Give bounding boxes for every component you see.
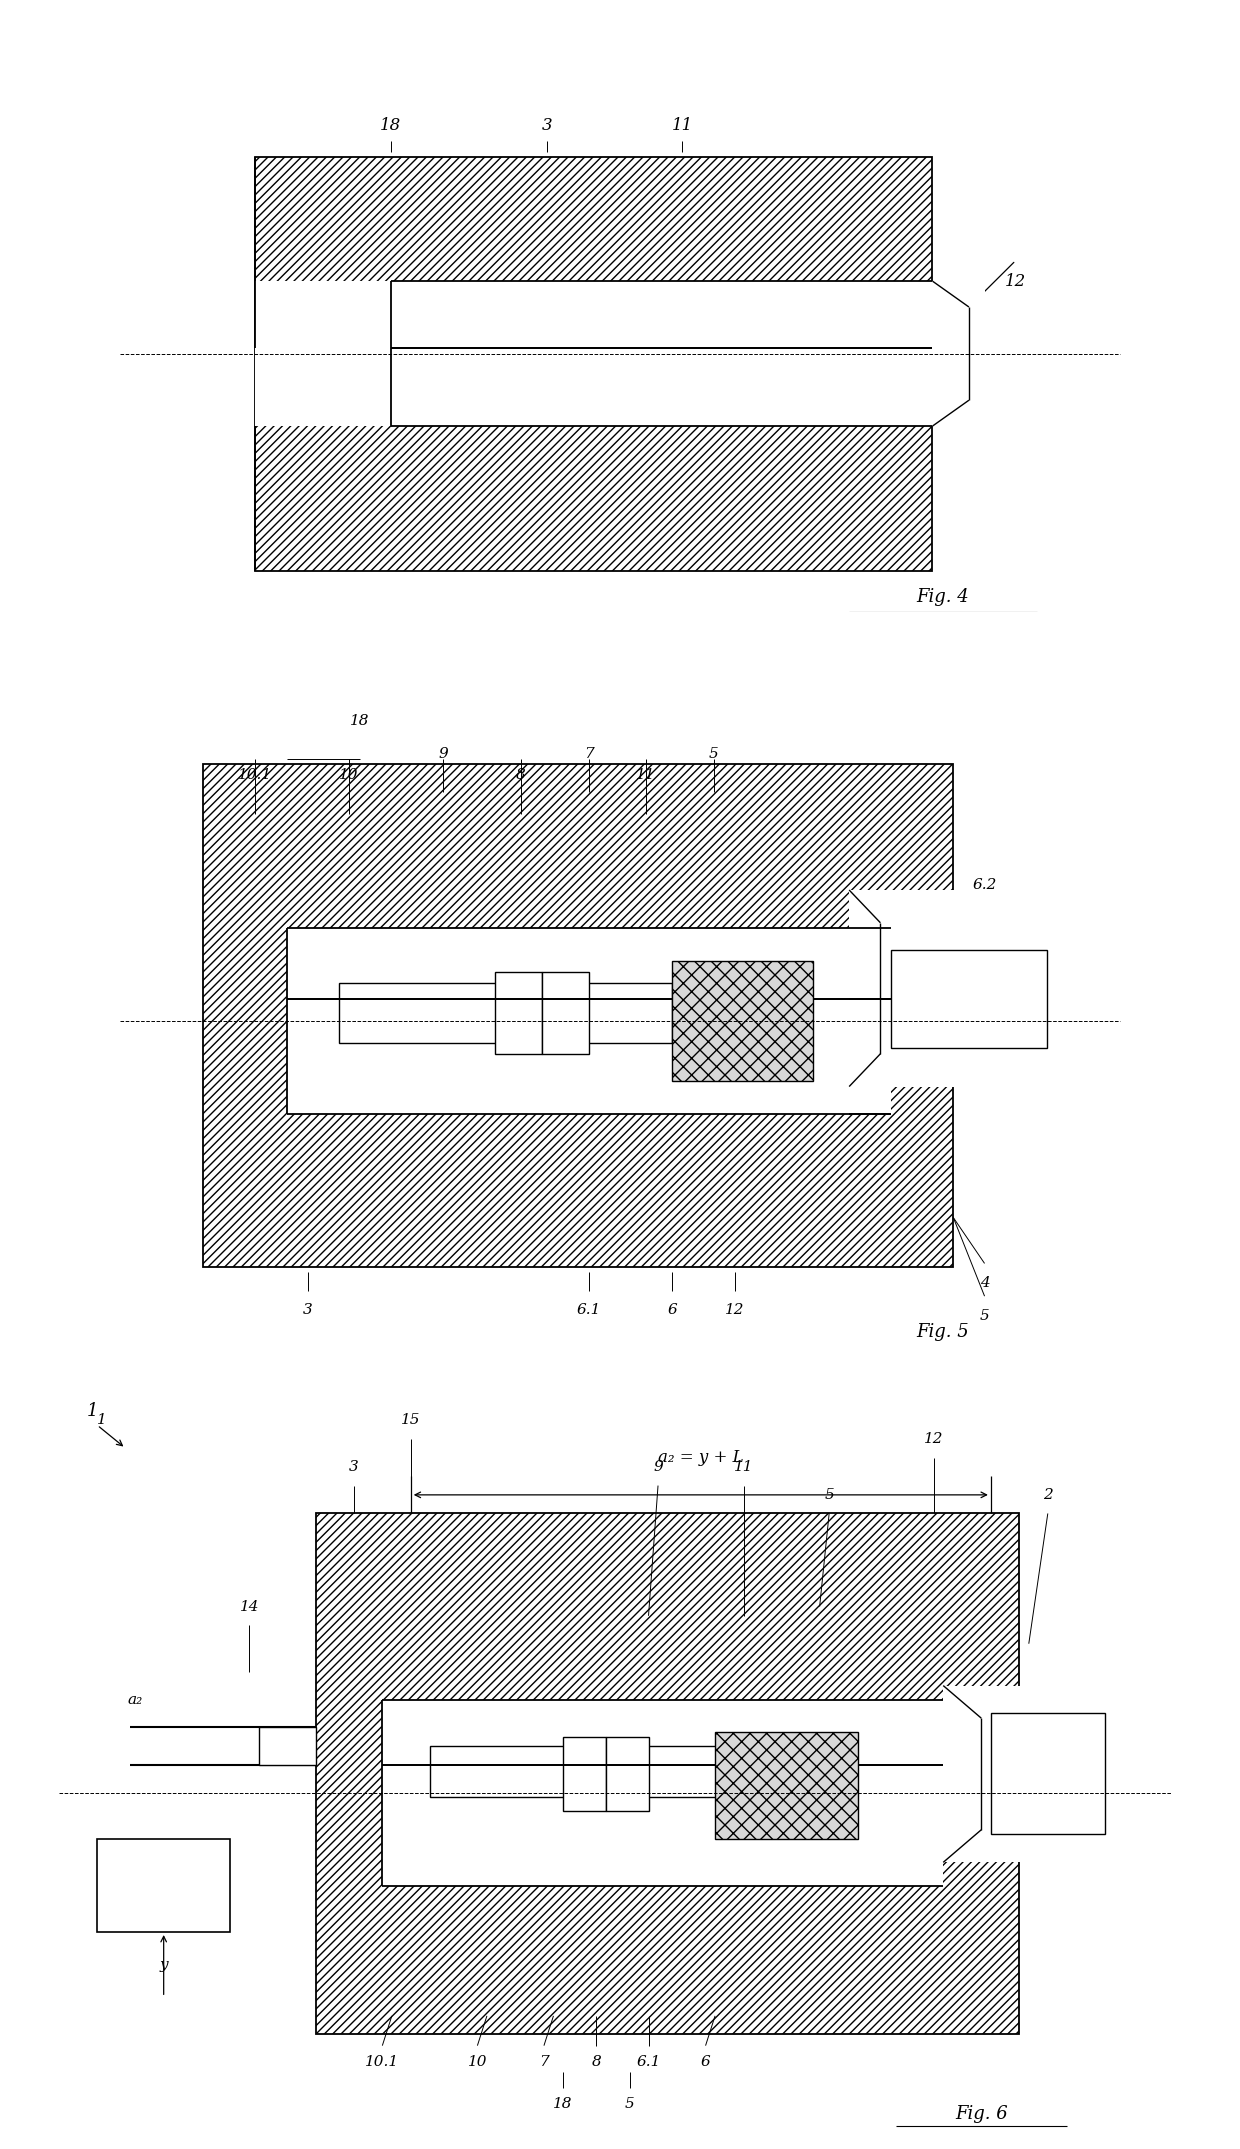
Text: 10: 10	[467, 2054, 487, 2069]
Bar	[382, 1700, 944, 1885]
Text: 5: 5	[709, 746, 719, 761]
Bar	[932, 282, 985, 426]
Bar	[890, 950, 1047, 1049]
Bar	[255, 157, 932, 572]
Text: 6.2: 6.2	[1035, 1730, 1060, 1743]
Text: 6: 6	[667, 1304, 677, 1317]
Text: 15: 15	[401, 1414, 420, 1427]
Bar	[991, 1713, 1105, 1835]
Bar	[339, 982, 672, 1042]
Text: 8: 8	[591, 2054, 601, 2069]
Bar	[286, 928, 890, 1113]
Bar	[672, 961, 812, 1081]
Bar	[495, 971, 542, 1053]
Text: 11: 11	[734, 1459, 754, 1474]
Text: 1: 1	[97, 1414, 107, 1427]
Text: 9: 9	[653, 1459, 663, 1474]
Text: 3: 3	[348, 1459, 358, 1474]
Bar	[944, 1685, 1133, 1863]
Text: 5: 5	[625, 2097, 635, 2110]
Bar	[203, 765, 954, 1266]
Text: a₂ = y + L: a₂ = y + L	[658, 1448, 744, 1466]
Text: Fig. 6: Fig. 6	[955, 2104, 1008, 2123]
Text: 6.1: 6.1	[577, 1304, 601, 1317]
Text: 18: 18	[553, 2097, 573, 2110]
Text: 3: 3	[303, 1304, 312, 1317]
Text: 8: 8	[516, 769, 526, 782]
Text: 5: 5	[825, 1487, 835, 1502]
Text: 5: 5	[980, 1309, 990, 1324]
Text: 16: 16	[154, 1878, 174, 1893]
Text: 7: 7	[539, 2054, 549, 2069]
Text: Fig. 5: Fig. 5	[916, 1324, 970, 1341]
Bar	[563, 1736, 606, 1812]
Text: 1: 1	[87, 1401, 98, 1420]
Text: Fig. 4: Fig. 4	[916, 589, 970, 606]
Bar	[255, 282, 932, 426]
Bar	[715, 1732, 858, 1840]
Text: 12: 12	[924, 1431, 944, 1446]
Text: 10: 10	[340, 769, 358, 782]
Text: 10.1: 10.1	[366, 2054, 399, 2069]
Text: 10.1: 10.1	[238, 769, 273, 782]
Bar	[605, 1736, 649, 1812]
Text: y: y	[160, 1958, 167, 1971]
Bar	[430, 1745, 734, 1797]
Bar	[97, 1840, 231, 1932]
Text: 7: 7	[584, 746, 594, 761]
Text: 14: 14	[239, 1599, 259, 1614]
Text: 3: 3	[542, 118, 552, 135]
Text: 18: 18	[381, 118, 402, 135]
Text: 2: 2	[980, 954, 990, 967]
Text: 12: 12	[1006, 273, 1027, 290]
Text: 18: 18	[350, 713, 370, 729]
Bar	[542, 971, 589, 1053]
Text: 6.2: 6.2	[972, 877, 997, 892]
Text: 9: 9	[438, 746, 448, 761]
Text: 12: 12	[725, 1304, 744, 1317]
Text: 4: 4	[980, 1277, 990, 1289]
Text: 2: 2	[1043, 1487, 1053, 1502]
Text: 11: 11	[672, 118, 693, 135]
Bar	[316, 1513, 1019, 2035]
Text: 6: 6	[701, 2054, 711, 2069]
Text: 11: 11	[636, 769, 656, 782]
Text: 4: 4	[1043, 1794, 1053, 1809]
Bar	[259, 1728, 316, 1764]
Text: a₂: a₂	[128, 1693, 143, 1706]
Text: 6.1: 6.1	[636, 2054, 661, 2069]
Bar	[849, 890, 994, 1087]
